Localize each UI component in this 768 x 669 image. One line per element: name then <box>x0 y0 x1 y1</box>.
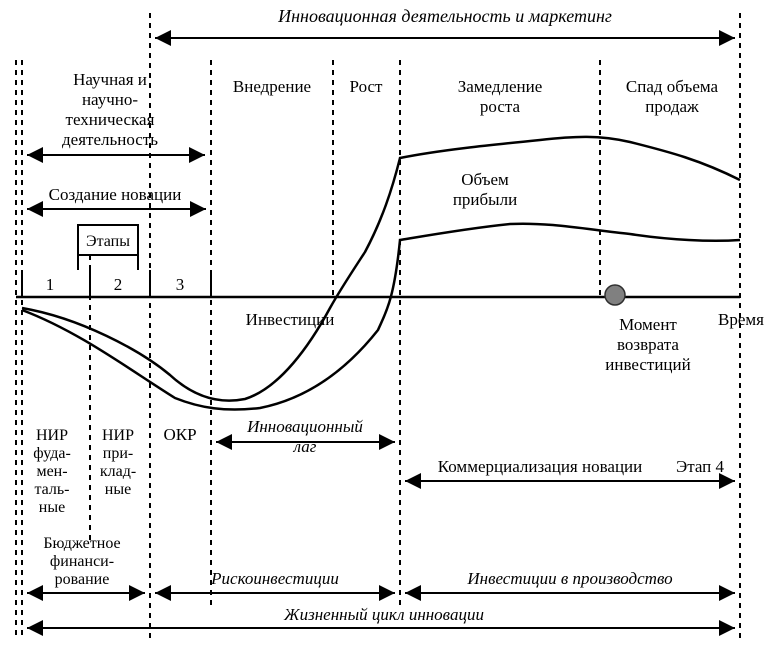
label-nira-1: при- <box>103 445 133 462</box>
label-science-2: техническая <box>66 110 155 129</box>
label-prod: Инвестиции в производство <box>466 569 672 588</box>
label-profit-0: Объем <box>461 170 509 189</box>
label-nira-2: клад- <box>100 463 136 480</box>
label-stage2: 2 <box>114 275 123 294</box>
label-lag-0: Инновационный <box>246 417 363 436</box>
header-innovation: Инновационная деятельность и маркетинг <box>277 6 612 26</box>
label-nirf-3: таль- <box>34 481 69 498</box>
label-spad-0: Спад объема <box>626 77 719 96</box>
label-science-1: научно- <box>82 90 138 109</box>
label-time-t: Время Т <box>718 310 768 329</box>
label-zamed-1: роста <box>480 97 521 116</box>
label-science-0: Научная и <box>73 70 147 89</box>
label-zamed-0: Замедление <box>458 77 543 96</box>
label-nira-0: НИР <box>102 427 134 444</box>
label-lag-1: лаг <box>293 437 317 456</box>
label-nirf-4: ные <box>39 499 65 516</box>
label-vnedr: Внедрение <box>233 77 311 96</box>
label-roi-0: Момент <box>619 315 677 334</box>
label-rost: Рост <box>350 77 384 96</box>
label-roi-1: возврата <box>617 335 679 354</box>
label-okr: ОКР <box>163 425 196 444</box>
label-stage1: 1 <box>46 275 55 294</box>
roi-dot <box>605 285 625 305</box>
label-stages-box: Этапы <box>86 233 130 250</box>
label-science-3: деятельность <box>62 130 158 149</box>
label-budget-2: рование <box>55 571 110 588</box>
label-nirf-0: НИР <box>36 427 68 444</box>
label-investments: Инвестиции <box>246 310 335 329</box>
label-nira-3: ные <box>105 481 131 498</box>
label-spad-1: продаж <box>645 97 699 116</box>
label-novation: Создание новации <box>49 185 182 204</box>
label-commerc: Коммерциализация новации <box>438 457 642 476</box>
label-lifecycle: Жизненный цикл инновации <box>283 605 484 624</box>
label-profit-1: прибыли <box>453 190 517 209</box>
innovation-lifecycle-diagram: Инновационная деятельность и маркетинг Н… <box>0 0 768 669</box>
label-stage4: Этап 4 <box>676 457 725 476</box>
label-nirf-1: фуда- <box>33 445 71 462</box>
label-stage3: 3 <box>176 275 185 294</box>
label-roi-2: инвестиций <box>605 355 690 374</box>
label-budget-1: финанси- <box>50 553 114 570</box>
label-nirf-2: мен- <box>36 463 67 480</box>
label-risk: Рискоинвестиции <box>210 569 339 588</box>
label-budget-0: Бюджетное <box>43 535 120 552</box>
